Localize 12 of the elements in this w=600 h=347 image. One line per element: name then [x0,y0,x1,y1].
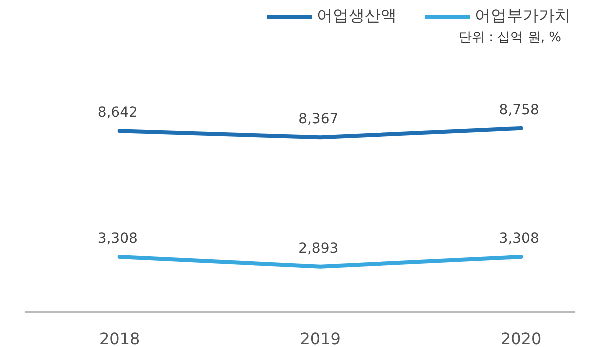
x-tick-label: 2019 [300,330,341,347]
data-label: 8,758 [499,102,540,118]
x-tick-label: 2020 [500,330,542,347]
data-label: 3,308 [98,231,138,248]
data-label: 8,642 [98,105,138,122]
text: 단위 : 십억 원, % [459,30,562,46]
data-label: 2,893 [298,240,339,257]
data-label: 8,367 [298,112,339,128]
legend-label: 어업부가가치 [475,6,571,27]
x-tick-label: 2018 [99,330,140,347]
data-label: 3,308 [499,231,540,248]
legend-label: 어업생산액 [317,6,397,27]
